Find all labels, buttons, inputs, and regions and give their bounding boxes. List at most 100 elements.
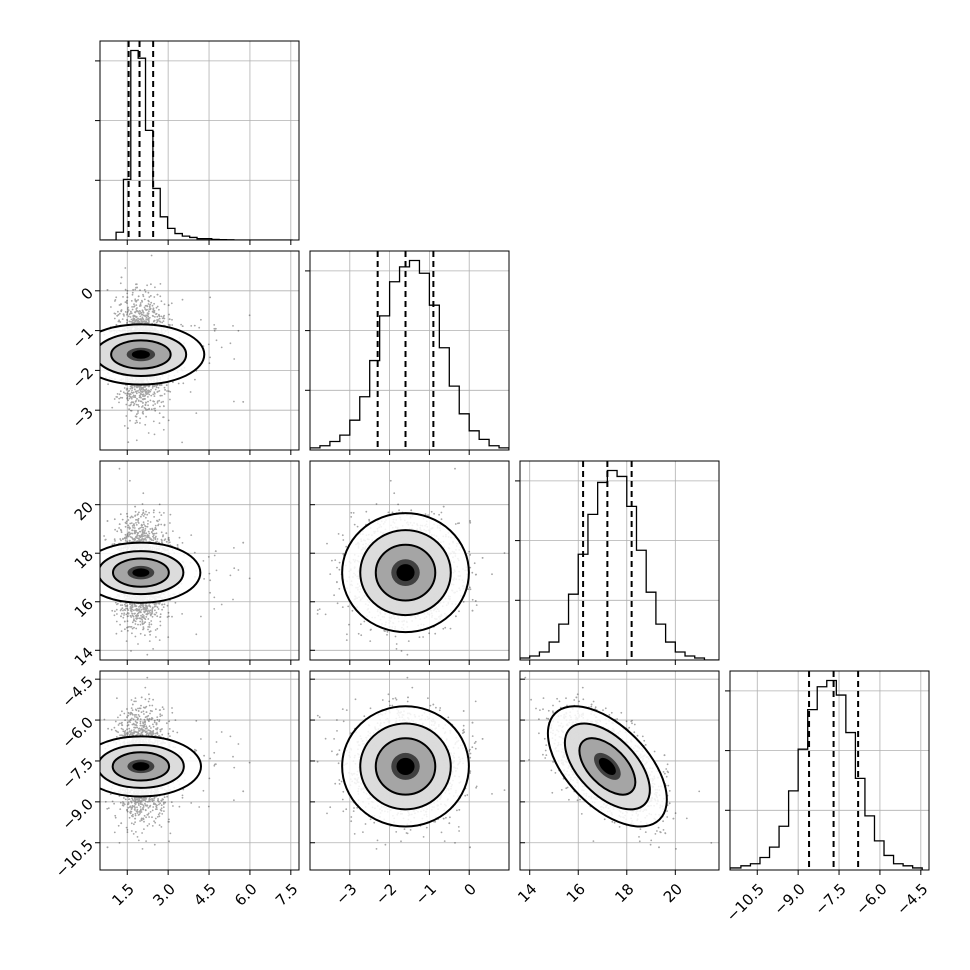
scatter-point	[140, 535, 143, 538]
scatter-point	[119, 396, 122, 399]
scatter-point	[124, 539, 127, 542]
scatter-point	[154, 536, 157, 539]
scatter-point	[125, 415, 128, 417]
scatter-point	[150, 408, 153, 411]
scatter-point	[132, 318, 135, 321]
scatter-point	[134, 612, 136, 615]
scatter-point	[140, 387, 143, 389]
scatter-point	[181, 325, 184, 327]
scatter-point	[119, 390, 122, 393]
scatter-point	[242, 401, 245, 403]
scatter-point	[147, 404, 150, 407]
scatter-point	[138, 534, 141, 537]
scatter-point	[154, 609, 156, 612]
scatter-point	[132, 315, 135, 318]
scatter-point	[144, 513, 146, 516]
scatter-point	[167, 538, 170, 540]
scatter-point	[160, 531, 163, 534]
scatter-point	[135, 614, 138, 617]
scatter-point	[139, 289, 141, 291]
scatter-point	[172, 381, 174, 384]
scatter-point	[138, 535, 141, 538]
scatter-point	[121, 518, 124, 521]
scatter-point	[171, 318, 173, 321]
scatter-point	[142, 535, 145, 537]
scatter-point	[122, 313, 125, 316]
scatter-point	[158, 314, 160, 317]
scatter-point	[137, 295, 140, 298]
scatter-point	[145, 610, 148, 612]
scatter-point	[167, 636, 170, 638]
scatter-point	[146, 312, 149, 314]
scatter-point	[125, 605, 128, 607]
scatter-point	[137, 611, 140, 614]
scatter-point	[139, 315, 142, 318]
scatter-point	[144, 534, 147, 537]
scatter-point	[129, 387, 132, 390]
scatter-point	[146, 653, 149, 656]
scatter-point	[127, 535, 130, 537]
scatter-point	[159, 620, 162, 623]
panel-plot-area-2-0	[100, 461, 299, 660]
scatter-point	[135, 310, 138, 313]
scatter-point	[143, 314, 146, 317]
scatter-point	[159, 394, 162, 397]
scatter-point	[155, 532, 158, 535]
scatter-point	[129, 614, 132, 617]
scatter-point	[132, 538, 135, 541]
scatter-point	[142, 402, 144, 404]
scatter-point	[118, 312, 121, 315]
scatter-point	[138, 386, 141, 388]
scatter-point	[132, 321, 135, 324]
scatter-point	[153, 602, 156, 605]
scatter-point	[137, 537, 140, 540]
scatter-point	[136, 532, 139, 535]
scatter-point	[153, 509, 155, 512]
scatter-point	[128, 397, 131, 400]
scatter-point	[165, 540, 168, 543]
scatter-point	[143, 532, 146, 535]
scatter-point	[119, 609, 122, 612]
scatter-point	[129, 320, 132, 323]
ytick-label-1-2: −1	[69, 324, 97, 352]
scatter-point	[232, 325, 234, 327]
scatter-point	[132, 401, 134, 403]
scatter-point	[143, 389, 146, 391]
scatter-point	[116, 314, 119, 317]
scatter-point	[144, 386, 147, 388]
scatter-point	[145, 604, 148, 607]
scatter-point	[159, 616, 162, 618]
scatter-point	[150, 613, 153, 616]
scatter-point	[141, 309, 144, 312]
scatter-point	[104, 539, 107, 541]
scatter-point	[135, 607, 138, 610]
hist-panel-0	[95, 40, 300, 245]
scatter-point	[149, 303, 152, 306]
scatter-point	[142, 521, 145, 524]
scatter-point	[130, 608, 133, 610]
scatter-point	[141, 406, 143, 408]
scatter-point	[145, 510, 147, 513]
scatter-point	[120, 310, 123, 313]
scatter-point	[208, 362, 211, 365]
scatter-point	[134, 315, 137, 318]
scatter-point	[130, 312, 133, 315]
scatter-point	[147, 391, 150, 394]
scatter-point	[146, 321, 149, 324]
scatter-point	[114, 540, 116, 542]
scatter-point	[129, 522, 132, 525]
scatter-point	[128, 394, 131, 396]
scatter-point	[115, 396, 118, 398]
scatter-point	[139, 536, 142, 539]
scatter-point	[124, 605, 127, 607]
scatter-point	[147, 520, 149, 522]
scatter-point	[135, 536, 138, 539]
scatter-point	[125, 640, 128, 642]
scatter-point	[152, 307, 155, 310]
scatter-point	[144, 610, 147, 613]
scatter-point	[149, 308, 152, 311]
scatter-point	[155, 386, 158, 389]
scatter-point	[130, 300, 133, 302]
scatter-point	[146, 304, 148, 307]
scatter-point	[137, 540, 140, 542]
